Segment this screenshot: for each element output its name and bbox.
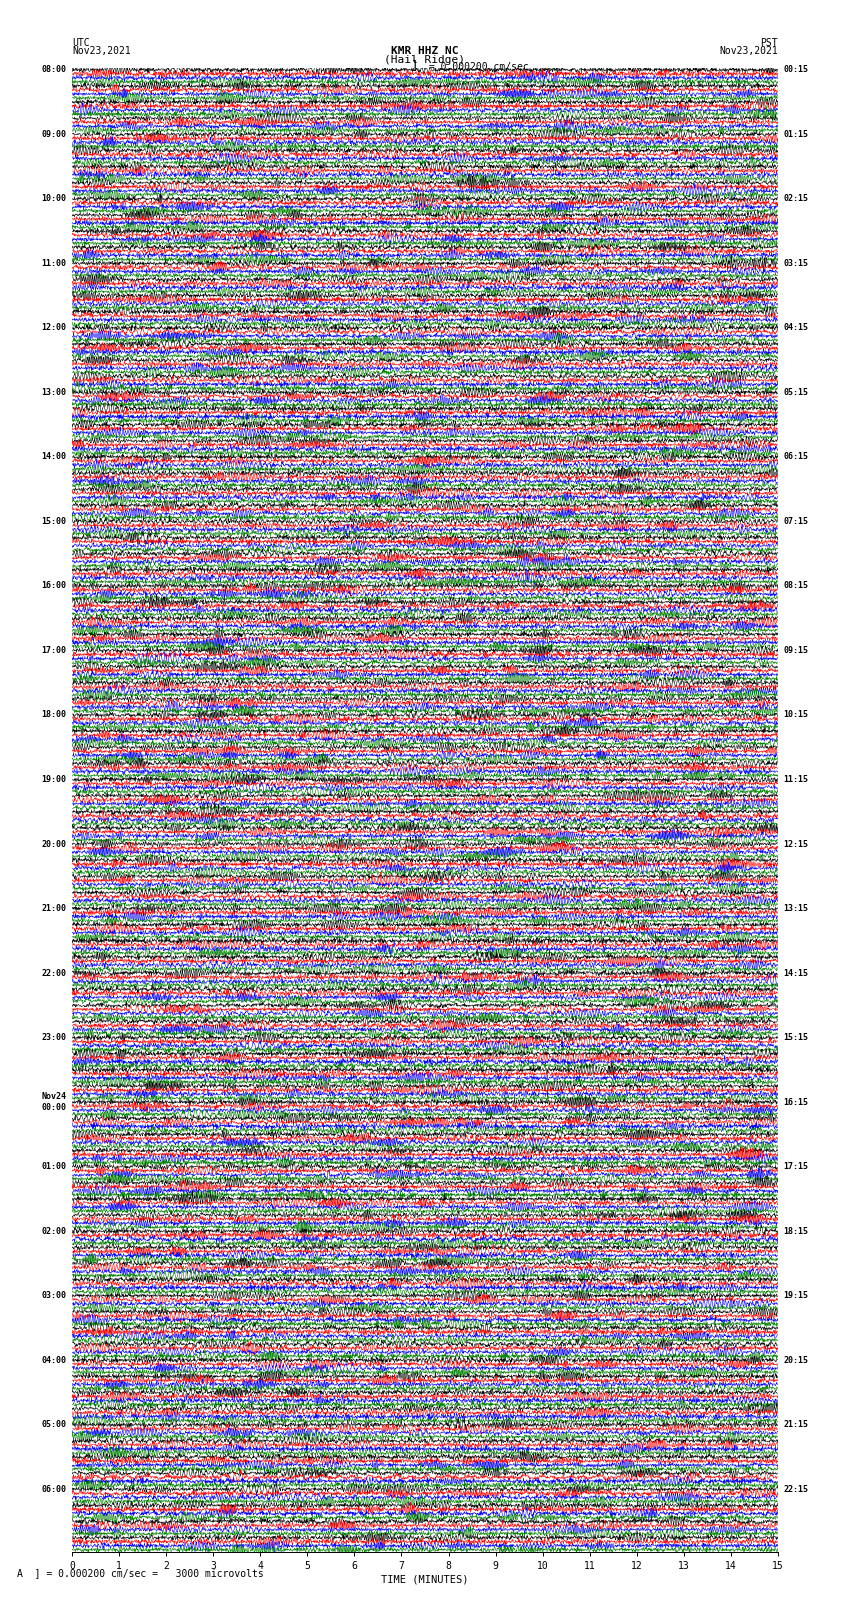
Text: ]: ]: [411, 58, 418, 71]
Text: UTC: UTC: [72, 37, 90, 47]
Text: 01:00: 01:00: [42, 1161, 66, 1171]
Text: 08:00: 08:00: [42, 65, 66, 74]
Text: = 0.000200 cm/sec: = 0.000200 cm/sec: [423, 61, 529, 71]
Text: 21:15: 21:15: [784, 1419, 808, 1429]
Text: 21:00: 21:00: [42, 903, 66, 913]
Text: (Hail Ridge): (Hail Ridge): [384, 55, 466, 65]
Text: 16:00: 16:00: [42, 581, 66, 590]
Text: 08:15: 08:15: [784, 581, 808, 590]
Text: 18:00: 18:00: [42, 710, 66, 719]
Text: Nov24
00:00: Nov24 00:00: [42, 1092, 66, 1111]
Text: PST: PST: [760, 37, 778, 47]
Text: Nov23,2021: Nov23,2021: [72, 45, 131, 56]
Text: 01:15: 01:15: [784, 129, 808, 139]
Text: 10:00: 10:00: [42, 194, 66, 203]
Text: 07:15: 07:15: [784, 516, 808, 526]
Text: 04:15: 04:15: [784, 323, 808, 332]
Text: 20:15: 20:15: [784, 1355, 808, 1365]
Text: 10:15: 10:15: [784, 710, 808, 719]
Text: 14:00: 14:00: [42, 452, 66, 461]
Text: Nov23,2021: Nov23,2021: [719, 45, 778, 56]
Text: A  ] = 0.000200 cm/sec =   3000 microvolts: A ] = 0.000200 cm/sec = 3000 microvolts: [17, 1568, 264, 1578]
Text: 02:00: 02:00: [42, 1226, 66, 1236]
Text: 19:15: 19:15: [784, 1290, 808, 1300]
Text: 15:00: 15:00: [42, 516, 66, 526]
Text: 15:15: 15:15: [784, 1032, 808, 1042]
Text: 23:00: 23:00: [42, 1032, 66, 1042]
Text: 12:15: 12:15: [784, 839, 808, 848]
Text: 11:15: 11:15: [784, 774, 808, 784]
Text: KMR HHZ NC: KMR HHZ NC: [391, 45, 459, 56]
Text: 12:00: 12:00: [42, 323, 66, 332]
Text: 05:00: 05:00: [42, 1419, 66, 1429]
Text: 19:00: 19:00: [42, 774, 66, 784]
Text: 05:15: 05:15: [784, 387, 808, 397]
Text: 16:15: 16:15: [784, 1097, 808, 1107]
Text: 14:15: 14:15: [784, 968, 808, 977]
Text: 06:15: 06:15: [784, 452, 808, 461]
Text: 13:00: 13:00: [42, 387, 66, 397]
Text: 22:15: 22:15: [784, 1484, 808, 1494]
Text: 18:15: 18:15: [784, 1226, 808, 1236]
Text: 22:00: 22:00: [42, 968, 66, 977]
Text: 04:00: 04:00: [42, 1355, 66, 1365]
Text: 13:15: 13:15: [784, 903, 808, 913]
Text: 09:00: 09:00: [42, 129, 66, 139]
Text: 20:00: 20:00: [42, 839, 66, 848]
Text: 17:15: 17:15: [784, 1161, 808, 1171]
Text: 17:00: 17:00: [42, 645, 66, 655]
X-axis label: TIME (MINUTES): TIME (MINUTES): [382, 1574, 468, 1586]
Text: 02:15: 02:15: [784, 194, 808, 203]
Text: 03:15: 03:15: [784, 258, 808, 268]
Text: 00:15: 00:15: [784, 65, 808, 74]
Text: 11:00: 11:00: [42, 258, 66, 268]
Text: 06:00: 06:00: [42, 1484, 66, 1494]
Text: 09:15: 09:15: [784, 645, 808, 655]
Text: 03:00: 03:00: [42, 1290, 66, 1300]
